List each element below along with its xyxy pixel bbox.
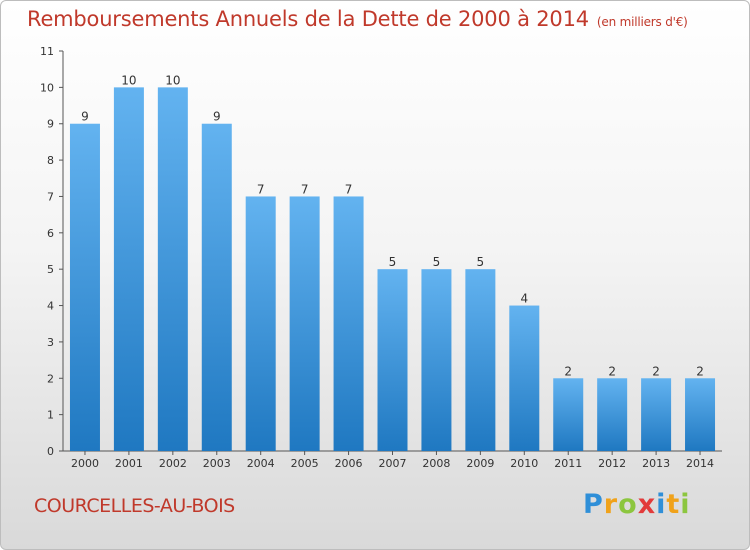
logo-letter: o [618,489,638,520]
y-tick-label: 9 [47,118,54,131]
data-label: 9 [213,110,221,124]
x-tick-label: 2000 [71,457,99,470]
y-tick-label: 4 [47,300,54,313]
data-label: 5 [477,255,485,269]
x-tick-label: 2012 [598,457,626,470]
logo-letter: r [603,489,619,520]
commune-name: COURCELLES-AU-BOIS [34,495,235,517]
y-tick-label: 10 [40,81,54,94]
x-tick-label: 2001 [115,457,143,470]
data-label: 2 [696,364,704,378]
bar [421,269,452,451]
x-tick-label: 2009 [466,457,494,470]
bar [201,123,232,452]
bar [113,87,144,451]
bar [465,269,496,451]
bar [597,378,628,451]
x-tick-label: 2002 [159,457,187,470]
data-label: 2 [652,364,660,378]
data-label: 7 [257,182,265,196]
y-tick-label: 5 [47,263,54,276]
bar [685,378,716,451]
x-tick-label: 2005 [291,457,319,470]
logo-letter: P [583,489,604,520]
y-tick-label: 6 [47,227,54,240]
bar [553,378,584,451]
bar [69,123,100,452]
x-tick-label: 2013 [642,457,670,470]
bar [641,378,672,451]
y-tick-label: 0 [47,445,54,458]
proxiti-logo: Proxiti [583,489,691,520]
x-tick-label: 2010 [510,457,538,470]
y-tick-label: 8 [47,154,54,167]
bar [289,196,320,451]
data-label: 2 [608,364,616,378]
logo-letter: x [637,489,657,520]
bar [509,305,540,451]
bar [377,269,408,451]
x-tick-label: 2004 [247,457,275,470]
y-tick-label: 3 [47,336,54,349]
logo-letter: t [666,489,681,520]
data-label: 2 [564,364,572,378]
data-label: 10 [121,73,136,87]
chart-title: Remboursements Annuels de la Dette de 20… [27,7,688,31]
chart-title-text: Remboursements Annuels de la Dette de 20… [27,7,589,31]
y-tick-label: 1 [47,409,54,422]
bar [157,87,188,451]
x-tick-label: 2011 [554,457,582,470]
logo-letter: i [680,489,691,520]
data-label: 9 [81,110,89,124]
x-tick-label: 2008 [422,457,450,470]
logo-letter: i [656,489,667,520]
bar [333,196,364,451]
data-label: 5 [433,255,441,269]
data-label: 5 [389,255,397,269]
x-tick-label: 2006 [335,457,363,470]
x-tick-label: 2007 [379,457,407,470]
chart-subtitle: (en milliers d'€) [596,15,688,29]
data-label: 10 [165,73,180,87]
x-tick-label: 2003 [203,457,231,470]
x-tick-label: 2014 [686,457,714,470]
data-label: 4 [520,292,528,306]
y-tick-label: 2 [47,372,54,385]
bar [245,196,276,451]
data-label: 7 [301,182,309,196]
y-tick-label: 7 [47,190,54,203]
y-tick-label: 11 [40,45,54,58]
data-label: 7 [345,182,353,196]
